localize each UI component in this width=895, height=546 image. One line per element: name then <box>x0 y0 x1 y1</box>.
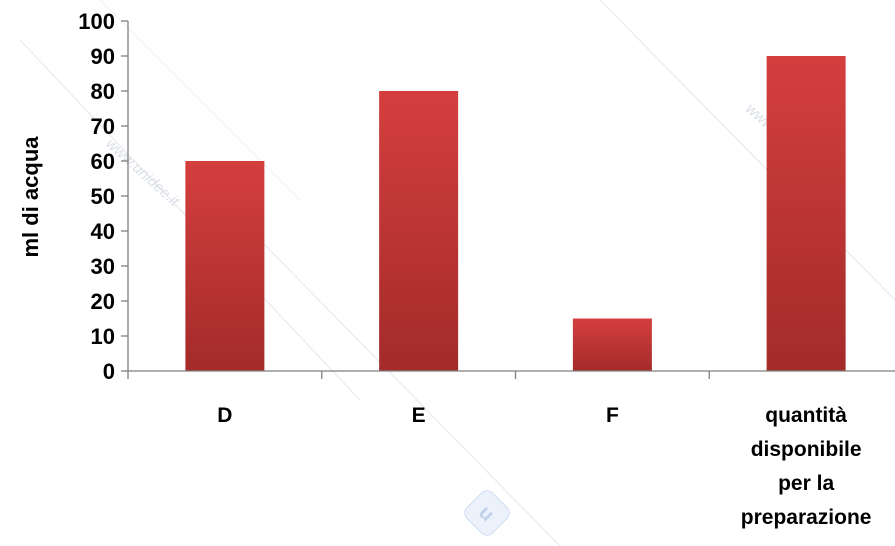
bar-2 <box>379 91 459 371</box>
y-tick-label: 0 <box>103 359 115 384</box>
x-category-label: E <box>412 404 426 427</box>
y-tick-label: 70 <box>91 114 115 139</box>
x-category-label-line: E <box>412 404 426 427</box>
x-axis <box>127 370 895 379</box>
x-category-label-line: preparazione <box>741 506 872 529</box>
watermark-logo-icon: u <box>464 490 510 536</box>
bar-3 <box>572 318 652 371</box>
bars <box>185 56 846 371</box>
x-category-label-line: D <box>217 404 232 427</box>
y-axis: 0 10 20 30 40 50 60 70 80 90 100 <box>78 9 129 384</box>
bar-1 <box>185 161 265 371</box>
y-tick-label: 60 <box>91 149 115 174</box>
y-tick-label: 30 <box>91 254 115 279</box>
y-tick-label: 80 <box>91 79 115 104</box>
x-category-label-line: F <box>606 404 619 427</box>
y-tick-label: 100 <box>78 9 115 34</box>
y-axis-title: ml di acqua <box>18 136 43 258</box>
x-category-label: quantità disponibile per la preparazione <box>741 404 872 529</box>
y-tick-label: 50 <box>91 184 115 209</box>
y-tick-label: 10 <box>91 324 115 349</box>
x-category-label-line: per la <box>778 472 834 495</box>
x-category-label-line: disponibile <box>751 438 862 461</box>
y-tick-label: 40 <box>91 219 115 244</box>
x-category-label-line: quantità <box>765 404 847 427</box>
bar-4 <box>766 56 846 371</box>
x-category-label: D <box>217 404 232 427</box>
x-category-label: F <box>606 404 619 427</box>
y-tick-label: 90 <box>91 44 115 69</box>
y-tick-label: 20 <box>91 289 115 314</box>
